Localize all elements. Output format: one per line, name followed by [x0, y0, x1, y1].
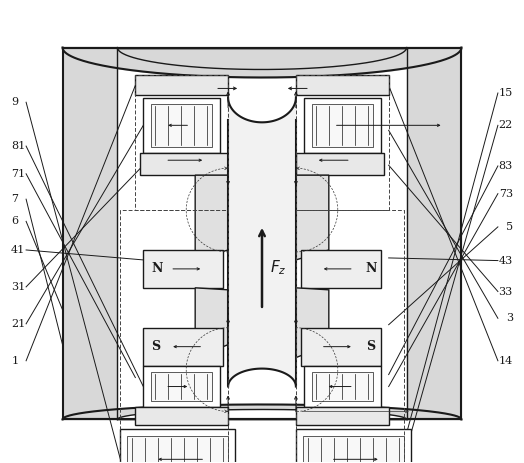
Text: 71: 71	[11, 169, 25, 179]
Text: 21: 21	[11, 319, 25, 329]
Text: 31: 31	[11, 282, 25, 292]
Text: $F_z$: $F_z$	[270, 258, 287, 277]
Text: S: S	[366, 340, 375, 353]
Text: 41: 41	[11, 245, 25, 255]
Bar	[312, 372, 373, 401]
Polygon shape	[296, 288, 329, 357]
Bar	[151, 372, 212, 401]
Text: 7: 7	[11, 194, 18, 204]
Bar	[312, 104, 373, 147]
Polygon shape	[296, 175, 329, 260]
Polygon shape	[62, 48, 462, 77]
Bar	[135, 407, 228, 425]
Polygon shape	[62, 48, 117, 419]
Polygon shape	[407, 48, 462, 419]
Polygon shape	[62, 405, 462, 419]
Text: 5: 5	[506, 222, 513, 232]
Text: 15: 15	[499, 88, 513, 98]
Bar	[121, 429, 235, 463]
Bar	[144, 99, 220, 153]
Polygon shape	[228, 97, 296, 387]
Bar	[135, 75, 228, 95]
Bar	[151, 104, 212, 147]
Text: S: S	[151, 340, 160, 353]
Bar	[144, 366, 220, 407]
Bar	[144, 250, 223, 288]
Bar	[301, 250, 380, 288]
Polygon shape	[195, 175, 228, 260]
Bar	[303, 437, 403, 463]
Text: N: N	[151, 263, 162, 275]
Polygon shape	[195, 288, 228, 357]
Text: 81: 81	[11, 141, 25, 151]
Text: 9: 9	[11, 97, 18, 107]
Text: N: N	[366, 263, 377, 275]
Text: 6: 6	[11, 216, 18, 226]
Bar	[296, 429, 411, 463]
Text: 14: 14	[499, 356, 513, 366]
Bar	[301, 328, 380, 366]
Text: 43: 43	[499, 256, 513, 266]
Bar	[296, 153, 384, 175]
Text: 3: 3	[506, 313, 513, 323]
Bar	[144, 328, 223, 366]
Text: 22: 22	[499, 120, 513, 130]
Bar	[127, 437, 228, 463]
Text: 83: 83	[499, 161, 513, 171]
Bar	[304, 99, 380, 153]
Text: 33: 33	[499, 287, 513, 296]
Text: 1: 1	[11, 356, 18, 366]
Bar	[140, 153, 228, 175]
Bar	[304, 366, 380, 407]
Text: 73: 73	[499, 188, 513, 199]
Bar	[296, 75, 389, 95]
Bar	[296, 407, 389, 425]
